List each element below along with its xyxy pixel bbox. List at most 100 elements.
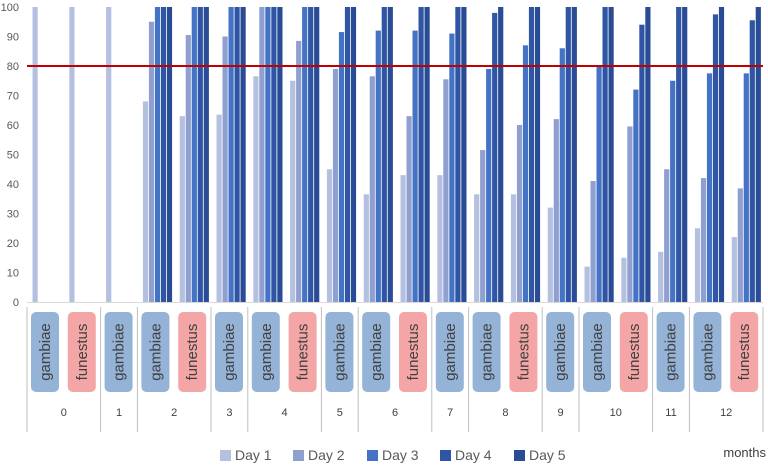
species-box <box>472 312 501 392</box>
bar-day-1 <box>658 251 664 302</box>
species-label-gambiae: gambiae <box>104 312 133 392</box>
bar-day-5 <box>755 7 761 302</box>
bar-day-2 <box>369 76 375 302</box>
bar-day-1 <box>253 76 259 302</box>
bar-day-2 <box>737 188 743 302</box>
y-tick-label: 40 <box>7 179 19 191</box>
bar-day-1 <box>731 237 737 302</box>
species-text: funestus <box>626 324 643 381</box>
bar-day-4 <box>308 7 314 302</box>
species-box <box>178 312 207 392</box>
bar-group-gambiae-month-10 <box>584 7 614 302</box>
bar-day-2 <box>296 40 302 303</box>
bars <box>32 7 761 303</box>
bar-day-3 <box>302 7 308 302</box>
species-label-funestus: funestus <box>619 312 648 392</box>
x-tick-label: 1 <box>116 407 122 419</box>
bar-day-3 <box>265 7 271 302</box>
bar-day-2 <box>222 36 228 302</box>
legend: Day 1 Day 2 Day 3 Day 4 Day 5 <box>220 447 566 463</box>
bar-day-1 <box>290 80 296 302</box>
bar-day-3 <box>633 89 639 302</box>
x-axis: gambiae funestus gambiae gambiae funestus gam… <box>26 302 764 432</box>
species-text: funestus <box>515 324 532 381</box>
bar-day-2 <box>148 21 155 302</box>
bar-day-1 <box>326 169 333 302</box>
x-tick-label: 0 <box>61 407 67 419</box>
species-box <box>399 312 427 392</box>
species-text: funestus <box>295 324 312 381</box>
species-text: gambiae <box>442 323 459 381</box>
x-tick-label: 10 <box>610 407 622 419</box>
bar-day-5 <box>387 7 393 302</box>
bar-day-5 <box>240 7 246 302</box>
bar-day-2 <box>406 116 412 303</box>
y-tick-label: 50 <box>7 150 19 162</box>
bar-day-4 <box>749 20 755 303</box>
bar-day-2 <box>259 7 265 302</box>
x-tick-label: 4 <box>282 407 288 419</box>
bar-day-4 <box>602 7 608 302</box>
y-axis: 0 10 20 30 40 50 60 70 80 90 100 <box>1 2 19 309</box>
bar-group-funestus-month-6 <box>400 7 430 303</box>
bar-day-4 <box>271 7 277 302</box>
species-box <box>583 312 611 392</box>
bar-day-2 <box>664 169 670 302</box>
bar-day-3 <box>228 7 234 302</box>
x-tick-label: 7 <box>447 407 453 419</box>
x-tick-label: 6 <box>392 407 398 419</box>
bar-day-3 <box>522 45 529 302</box>
species-label-funestus: funestus <box>178 312 207 392</box>
bar-day-3 <box>486 68 492 302</box>
x-tick-label: 5 <box>337 407 343 419</box>
x-tick-label: 3 <box>226 407 232 419</box>
species-label-gambiae: gambiae <box>656 312 685 392</box>
legend-label: Day 2 <box>308 447 345 463</box>
bar-group-gambiae-month-8 <box>474 7 504 303</box>
legend-item: Day 2 <box>293 447 345 463</box>
species-box <box>215 312 243 392</box>
y-tick-label: 10 <box>7 268 19 280</box>
species-label-funestus: funestus <box>399 312 427 392</box>
bar-day-3 <box>670 80 676 302</box>
y-tick-label: 90 <box>7 32 19 44</box>
bar-day-5 <box>314 7 320 302</box>
species-text: gambiae <box>552 323 569 381</box>
bar-day-2 <box>627 126 633 302</box>
species-text: gambiae <box>699 323 716 381</box>
bar-day-2 <box>443 79 449 303</box>
species-box <box>693 312 722 392</box>
legend-item: Day 5 <box>514 447 566 463</box>
bar-day-5 <box>498 7 504 302</box>
species-label-gambiae: gambiae <box>693 312 722 392</box>
bar-day-3 <box>706 73 713 302</box>
bar-group-gambiae-month-3 <box>216 7 246 302</box>
bar-day-1 <box>437 175 443 302</box>
bar-day-2 <box>480 150 486 302</box>
bar-group-gambiae-month-7 <box>437 7 467 303</box>
bar-day-4 <box>492 12 498 303</box>
y-tick-label: 80 <box>7 61 19 73</box>
bar-day-1 <box>474 194 480 302</box>
bar-day-3 <box>449 33 455 303</box>
bar-day-5 <box>277 7 283 302</box>
bar-day-4 <box>344 7 351 302</box>
bar-day-2 <box>185 35 191 303</box>
species-text: gambiae <box>111 323 128 381</box>
bar-day-3 <box>154 7 161 302</box>
species-box <box>546 312 575 392</box>
species-label-funestus: funestus <box>288 312 317 392</box>
species-box <box>362 312 391 392</box>
x-axis-title: months <box>723 445 766 460</box>
species-text: gambiae <box>589 323 606 381</box>
bar-group-gambiae-month-6 <box>363 7 393 302</box>
species-box <box>31 312 59 392</box>
bar-day-3 <box>596 66 602 302</box>
legend-item: Day 3 <box>367 447 419 463</box>
species-text: funestus <box>736 324 753 381</box>
species-text: funestus <box>405 324 422 381</box>
species-label-gambiae: gambiae <box>215 312 243 392</box>
species-label-gambiae: gambiae <box>472 312 501 392</box>
legend-swatch <box>367 450 378 461</box>
